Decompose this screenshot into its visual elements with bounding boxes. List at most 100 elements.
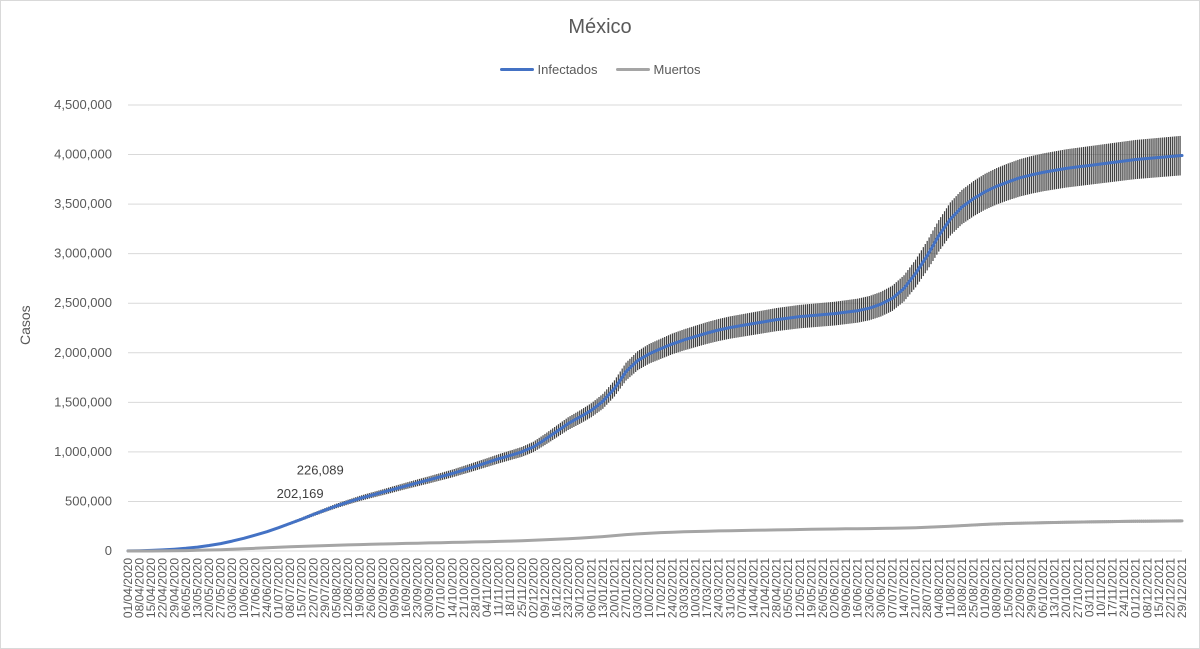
x-tick-label: 27/01/2021 <box>619 558 633 618</box>
x-tick-label: 04/08/2021 <box>932 558 946 618</box>
y-tick-label: 1,500,000 <box>54 394 112 409</box>
y-axis-ticks: 0 500,000 1,000,000 1,500,000 2,000,000 2,500… <box>54 97 112 558</box>
x-tick-label: 04/11/2020 <box>480 558 494 617</box>
x-tick-label: 10/06/2020 <box>237 558 251 618</box>
x-tick-label: 25/11/2020 <box>515 558 529 617</box>
x-tick-label: 26/05/2021 <box>816 558 830 618</box>
x-tick-label: 28/10/2020 <box>468 558 482 618</box>
x-tick-label: 21/10/2020 <box>457 558 471 618</box>
legend-label-infectados: Infectados <box>537 62 598 77</box>
y-tick-label: 2,500,000 <box>54 295 112 310</box>
x-tick-label: 26/08/2020 <box>364 558 378 618</box>
y-tick-label: 3,000,000 <box>54 246 112 261</box>
x-tick-label: 27/05/2020 <box>214 558 228 618</box>
x-tick-label: 16/06/2021 <box>851 558 865 618</box>
x-tick-label: 06/10/2021 <box>1036 558 1050 618</box>
y-tick-label: 2,000,000 <box>54 345 112 360</box>
x-tick-label: 09/09/2020 <box>387 558 401 618</box>
x-tick-label: 23/12/2020 <box>561 558 575 618</box>
x-tick-label: 02/06/2021 <box>828 558 842 618</box>
x-tick-label: 06/01/2021 <box>584 558 598 618</box>
x-tick-label: 12/05/2021 <box>793 558 807 618</box>
series-line-infectados <box>126 154 1184 553</box>
x-tick-label: 07/07/2021 <box>885 558 899 618</box>
x-tick-label: 18/11/2020 <box>503 558 517 617</box>
legend-item-muertos: Muertos <box>615 62 701 77</box>
x-axis-ticks: 01/04/202008/04/202015/04/202022/04/2020… <box>121 558 1189 618</box>
x-tick-label: 11/11/2020 <box>492 558 506 617</box>
x-tick-label: 29/09/2021 <box>1024 558 1038 618</box>
legend-item-infectados: Infectados <box>499 62 598 77</box>
x-tick-label: 30/12/2020 <box>573 558 587 618</box>
x-tick-label: 23/06/2021 <box>862 558 876 618</box>
x-tick-label: 16/09/2020 <box>399 558 413 618</box>
x-tick-label: 24/06/2020 <box>260 558 274 618</box>
x-tick-label: 09/06/2021 <box>839 558 853 618</box>
x-tick-label: 15/07/2020 <box>295 558 309 618</box>
x-tick-label: 13/05/2020 <box>190 558 204 618</box>
x-tick-label: 03/02/2021 <box>631 558 645 618</box>
x-tick-label: 08/04/2020 <box>133 558 147 618</box>
x-tick-label: 19/08/2020 <box>353 558 367 618</box>
x-tick-label: 29/07/2020 <box>318 558 332 618</box>
y-tick-label: 4,000,000 <box>54 147 112 162</box>
series-line-muertos <box>126 519 1184 553</box>
x-tick-label: 19/05/2021 <box>804 558 818 618</box>
legend: Infectados Muertos <box>0 62 1200 77</box>
x-tick-label: 03/11/2021 <box>1082 558 1096 617</box>
x-tick-label: 30/06/2021 <box>874 558 888 618</box>
x-tick-label: 24/02/2021 <box>665 558 679 618</box>
x-tick-label: 15/09/2021 <box>1001 558 1015 618</box>
x-tick-label: 30/09/2020 <box>422 558 436 618</box>
data-label: 202,169 <box>277 486 324 501</box>
x-tick-label: 20/10/2021 <box>1059 558 1073 618</box>
x-tick-label: 01/09/2021 <box>978 558 992 618</box>
x-tick-label: 05/08/2020 <box>329 558 343 618</box>
x-tick-label: 03/03/2021 <box>677 558 691 618</box>
x-tick-label: 08/09/2021 <box>990 558 1004 618</box>
x-tick-label: 01/07/2020 <box>272 558 286 618</box>
data-labels: 226,089 202,169 <box>277 463 344 501</box>
x-tick-label: 25/08/2021 <box>967 558 981 618</box>
x-tick-label: 22/07/2020 <box>306 558 320 618</box>
x-tick-label: 16/12/2020 <box>550 558 564 618</box>
x-tick-label: 17/11/2021 <box>1106 558 1120 617</box>
gridlines <box>128 104 1182 552</box>
x-tick-label: 17/02/2021 <box>654 558 668 618</box>
x-tick-label: 27/10/2021 <box>1071 558 1085 618</box>
y-tick-label: 500,000 <box>65 493 112 508</box>
y-tick-label: 0 <box>105 543 112 558</box>
legend-swatch-muertos <box>615 68 650 71</box>
x-tick-label: 31/03/2021 <box>723 558 737 618</box>
x-tick-label: 14/10/2020 <box>445 558 459 618</box>
x-tick-label: 13/01/2021 <box>596 558 610 618</box>
x-tick-label: 07/10/2020 <box>434 558 448 618</box>
x-tick-label: 05/05/2021 <box>781 558 795 618</box>
x-tick-label: 10/02/2021 <box>642 558 656 618</box>
legend-label-muertos: Muertos <box>653 62 701 77</box>
x-tick-label: 20/05/2020 <box>202 558 216 618</box>
x-tick-label: 21/04/2021 <box>758 558 772 618</box>
x-tick-label: 10/03/2021 <box>689 558 703 618</box>
x-tick-label: 29/04/2020 <box>167 558 181 618</box>
x-tick-label: 02/12/2020 <box>526 558 540 618</box>
x-tick-label: 17/03/2021 <box>700 558 714 618</box>
x-tick-label: 20/01/2021 <box>607 558 621 618</box>
x-tick-label: 13/10/2021 <box>1048 558 1062 618</box>
x-tick-label: 28/07/2021 <box>920 558 934 618</box>
x-tick-label: 12/08/2020 <box>341 558 355 618</box>
x-tick-label: 14/04/2021 <box>746 558 760 618</box>
x-tick-label: 22/09/2021 <box>1013 558 1027 618</box>
x-tick-label: 10/11/2021 <box>1094 558 1108 617</box>
x-tick-label: 22/12/2021 <box>1163 558 1177 618</box>
x-tick-label: 02/09/2020 <box>376 558 390 618</box>
x-tick-label: 03/06/2020 <box>225 558 239 618</box>
x-tick-label: 29/12/2021 <box>1175 558 1189 618</box>
x-tick-label: 09/12/2020 <box>538 558 552 618</box>
x-tick-label: 08/07/2020 <box>283 558 297 618</box>
x-tick-label: 23/09/2020 <box>411 558 425 618</box>
x-tick-label: 14/07/2021 <box>897 558 911 618</box>
x-tick-label: 01/12/2021 <box>1129 558 1143 618</box>
